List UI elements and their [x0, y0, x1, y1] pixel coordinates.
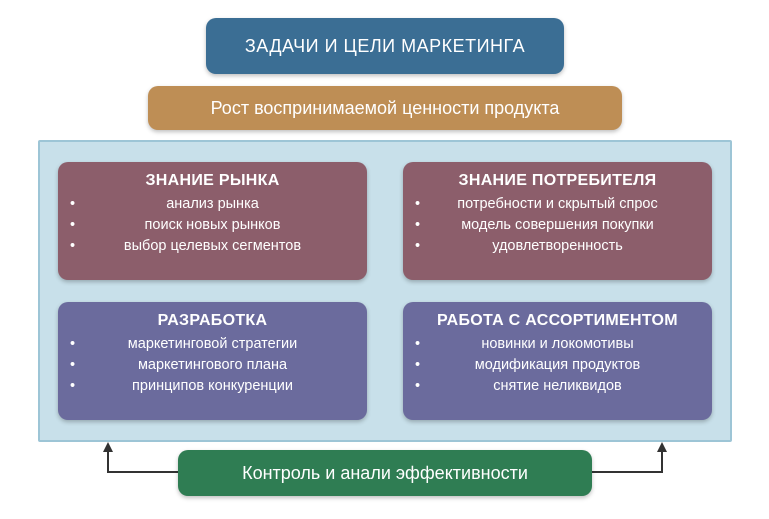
card-title: ЗНАНИЕ ПОТРЕБИТЕЛЯ [417, 172, 698, 190]
list-item: потребности и скрытый спрос [417, 194, 698, 215]
bottom-title-label: Контроль и анали эффективности [242, 463, 528, 484]
list-item: маркетинговой стратегии [72, 334, 353, 355]
list-item: маркетингового плана [72, 355, 353, 376]
card-items: потребности и скрытый спрос модель совер… [417, 194, 698, 257]
mid-title-box: Рост воспринимаемой ценности продукта [148, 86, 622, 130]
card-items: новинки и локомотивы модификация продукт… [417, 334, 698, 397]
card-consumer-knowledge: ЗНАНИЕ ПОТРЕБИТЕЛЯ потребности и скрытый… [403, 162, 712, 280]
right-connector [584, 442, 674, 482]
list-item: модель совершения покупки [417, 215, 698, 236]
cards-grid: ЗНАНИЕ РЫНКА анализ рынка поиск новых ры… [58, 162, 712, 420]
card-market-knowledge: ЗНАНИЕ РЫНКА анализ рынка поиск новых ры… [58, 162, 367, 280]
list-item: модификация продуктов [417, 355, 698, 376]
bottom-title-box: Контроль и анали эффективности [178, 450, 592, 496]
left-connector [96, 442, 186, 482]
list-item: поиск новых рынков [72, 215, 353, 236]
card-title: РАБОТА С АССОРТИМЕНТОМ [417, 312, 698, 330]
top-title-label: ЗАДАЧИ И ЦЕЛИ МАРКЕТИНГА [245, 36, 525, 57]
card-title: ЗНАНИЕ РЫНКА [72, 172, 353, 190]
list-item: новинки и локомотивы [417, 334, 698, 355]
list-item: удовлетворенность [417, 236, 698, 257]
mid-title-label: Рост воспринимаемой ценности продукта [211, 98, 560, 119]
list-item: снятие неликвидов [417, 376, 698, 397]
card-items: анализ рынка поиск новых рынков выбор це… [72, 194, 353, 257]
top-title-box: ЗАДАЧИ И ЦЕЛИ МАРКЕТИНГА [206, 18, 564, 74]
card-development: РАЗРАБОТКА маркетинговой стратегии марке… [58, 302, 367, 420]
list-item: анализ рынка [72, 194, 353, 215]
card-assortment: РАБОТА С АССОРТИМЕНТОМ новинки и локомот… [403, 302, 712, 420]
list-item: принципов конкуренции [72, 376, 353, 397]
cards-container: ЗНАНИЕ РЫНКА анализ рынка поиск новых ры… [38, 140, 732, 442]
list-item: выбор целевых сегментов [72, 236, 353, 257]
card-items: маркетинговой стратегии маркетингового п… [72, 334, 353, 397]
card-title: РАЗРАБОТКА [72, 312, 353, 330]
